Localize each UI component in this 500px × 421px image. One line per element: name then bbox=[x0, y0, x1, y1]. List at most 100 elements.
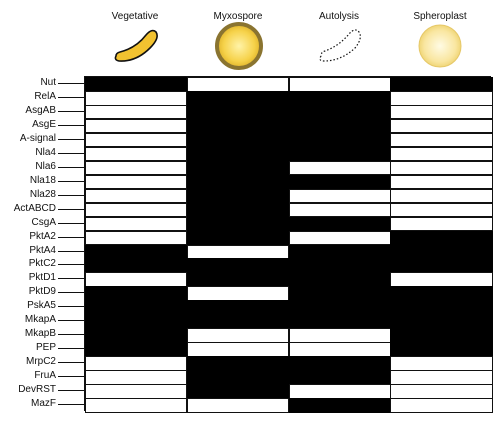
state-cell-empty bbox=[288, 77, 391, 92]
state-cell-filled bbox=[288, 104, 391, 120]
state-cell-filled bbox=[288, 398, 391, 413]
column-title-vegetative: Vegetative bbox=[111, 11, 159, 22]
row-label-nla28: Nla28 bbox=[29, 188, 56, 200]
state-cell-filled bbox=[186, 216, 290, 232]
state-cell-filled bbox=[390, 244, 493, 260]
row-label-mkapa: MkapA bbox=[24, 314, 56, 326]
state-cell-empty bbox=[288, 188, 391, 204]
row-tick bbox=[58, 264, 84, 265]
state-cell-empty bbox=[390, 132, 493, 148]
state-cell-empty bbox=[390, 104, 493, 120]
state-cell-filled bbox=[390, 328, 493, 343]
state-cell-empty bbox=[85, 132, 188, 148]
state-cell-empty bbox=[390, 202, 493, 218]
state-cell-empty bbox=[85, 146, 188, 162]
row-tick bbox=[58, 195, 84, 196]
state-cell-empty bbox=[288, 384, 391, 399]
state-cell-filled bbox=[85, 328, 188, 343]
row-tick bbox=[58, 237, 84, 238]
row-label-mkapb: MkapB bbox=[24, 328, 56, 340]
state-cell-empty bbox=[390, 398, 493, 413]
row-label-rela: RelA bbox=[34, 90, 56, 102]
state-cell-filled bbox=[288, 286, 391, 301]
row-label-pep: PEP bbox=[35, 342, 56, 354]
row-label-mazf: MazF bbox=[31, 398, 56, 410]
state-cell-filled bbox=[288, 132, 391, 148]
state-cell-filled bbox=[186, 202, 290, 218]
state-cell-empty bbox=[85, 356, 188, 371]
column-title-spheroplast: Spheroplast bbox=[413, 11, 467, 22]
state-cell-filled bbox=[186, 118, 290, 134]
state-cell-empty bbox=[288, 160, 391, 176]
state-cell-filled bbox=[186, 230, 290, 246]
state-cell-empty bbox=[390, 356, 493, 371]
state-cell-filled bbox=[186, 188, 290, 204]
row-label-nla6: Nla6 bbox=[35, 160, 56, 172]
state-cell-filled bbox=[288, 90, 391, 106]
state-cell-empty bbox=[85, 384, 188, 399]
row-label-pktd1: PktD1 bbox=[28, 272, 56, 284]
row-label-nla18: Nla18 bbox=[29, 174, 56, 186]
row-label-asge: AsgE bbox=[32, 118, 56, 130]
state-cell-empty bbox=[390, 118, 493, 134]
state-cell-empty bbox=[85, 104, 188, 120]
row-tick bbox=[58, 278, 84, 279]
state-cell-filled bbox=[186, 90, 290, 106]
state-grid bbox=[84, 76, 493, 413]
row-tick bbox=[58, 153, 84, 154]
state-cell-filled bbox=[186, 370, 290, 385]
state-cell-filled bbox=[288, 118, 391, 134]
row-tick bbox=[58, 97, 84, 98]
state-cell-empty bbox=[85, 188, 188, 204]
state-cell-filled bbox=[186, 258, 290, 274]
state-cell-empty bbox=[390, 384, 493, 399]
row-tick bbox=[58, 362, 84, 363]
row-label-pkta2: PktA2 bbox=[29, 230, 56, 242]
state-cell-filled bbox=[186, 132, 290, 148]
state-cell-filled bbox=[288, 272, 391, 287]
state-cell-filled bbox=[186, 384, 290, 399]
state-cell-filled bbox=[390, 77, 493, 92]
row-tick bbox=[58, 209, 84, 210]
state-cell-empty bbox=[186, 77, 290, 92]
row-label-asgab: AsgAB bbox=[25, 104, 56, 116]
state-cell-filled bbox=[186, 160, 290, 176]
row-label-mrpc2: MrpC2 bbox=[25, 356, 56, 368]
state-cell-filled bbox=[85, 342, 188, 357]
column-title-myxospore: Myxospore bbox=[213, 11, 263, 22]
state-cell-filled bbox=[288, 216, 391, 232]
state-cell-filled bbox=[186, 300, 290, 315]
row-label-pkta4: PktA4 bbox=[29, 244, 56, 256]
state-cell-empty bbox=[85, 398, 188, 413]
state-cell-empty bbox=[288, 328, 391, 343]
state-cell-filled bbox=[288, 356, 391, 371]
state-cell-filled bbox=[288, 370, 391, 385]
state-cell-filled bbox=[390, 314, 493, 329]
state-cell-filled bbox=[186, 272, 290, 287]
row-tick bbox=[58, 111, 84, 112]
state-cell-empty bbox=[390, 174, 493, 190]
row-tick bbox=[58, 83, 84, 84]
row-label-nut: Nut bbox=[40, 76, 56, 88]
state-cell-filled bbox=[85, 258, 188, 274]
state-cell-filled bbox=[390, 300, 493, 315]
row-tick bbox=[58, 223, 84, 224]
row-tick bbox=[58, 125, 84, 126]
state-cell-filled bbox=[288, 244, 391, 260]
state-cell-filled bbox=[85, 286, 188, 301]
state-cell-empty bbox=[186, 398, 290, 413]
row-tick bbox=[58, 181, 84, 182]
state-cell-empty bbox=[186, 244, 290, 260]
row-tick bbox=[58, 334, 84, 335]
state-cell-filled bbox=[186, 146, 290, 162]
state-cell-empty bbox=[390, 216, 493, 232]
spheroplast-sphere-icon bbox=[418, 24, 462, 68]
state-cell-empty bbox=[85, 230, 188, 246]
row-label-csga: CsgA bbox=[31, 216, 56, 228]
row-tick bbox=[58, 376, 84, 377]
state-cell-empty bbox=[390, 272, 493, 287]
state-cell-filled bbox=[85, 314, 188, 329]
state-cell-filled bbox=[288, 314, 391, 329]
state-cell-empty bbox=[390, 160, 493, 176]
